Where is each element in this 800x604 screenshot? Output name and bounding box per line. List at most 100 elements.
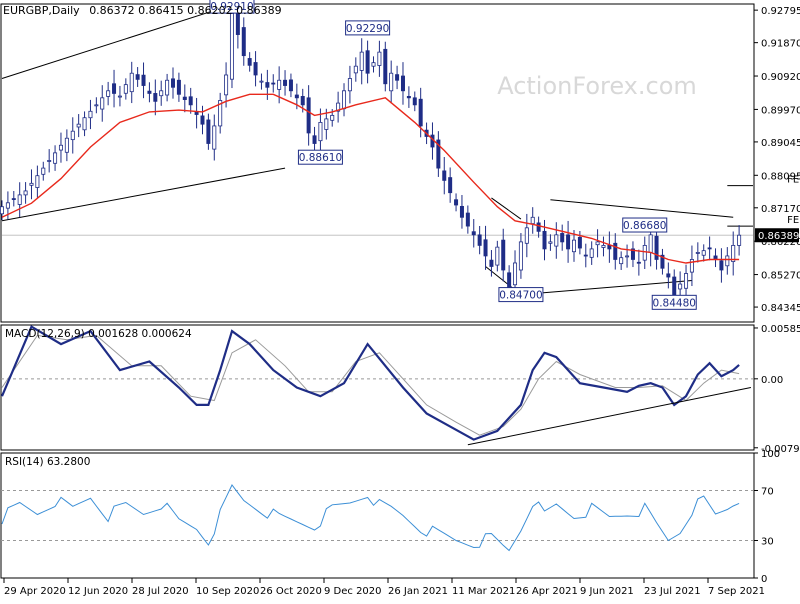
- candle-body: [306, 97, 311, 134]
- candle-body: [206, 119, 211, 144]
- candle-body: [0, 206, 4, 215]
- candle-body: [666, 273, 671, 278]
- candle-body: [82, 117, 87, 131]
- candle-body: [218, 100, 223, 127]
- x-tick-label: 23 Jul 2021: [644, 586, 701, 597]
- upper-channel-line: [1, 2, 239, 79]
- candle-body: [566, 234, 571, 250]
- candle-body: [636, 261, 641, 264]
- macd-trendline: [467, 387, 751, 446]
- candle-body: [483, 239, 488, 257]
- candle-body: [277, 79, 282, 90]
- x-tick-label: 11 Mar 2021: [452, 586, 515, 597]
- p1-frame: [0, 3, 755, 323]
- candle-body: [601, 244, 606, 248]
- candle-body: [112, 83, 117, 94]
- candle-body: [465, 212, 470, 227]
- price-annotation-box: [622, 217, 668, 233]
- x-tick-label: 29 Apr 2020: [4, 586, 66, 597]
- candle-body: [684, 273, 689, 289]
- moving-average-line: [1, 93, 740, 264]
- price-annotation-box: [498, 287, 544, 303]
- x-tick-label: 26 Jan 2021: [388, 586, 448, 597]
- candle-body: [159, 90, 164, 97]
- x-tick-label: 12 Jun 2020: [68, 586, 128, 597]
- candle-body: [737, 234, 742, 246]
- price-annotation-label: 0.92910: [210, 1, 253, 13]
- candle-body: [412, 97, 417, 106]
- candle-body: [141, 74, 146, 86]
- x-axis: 29 Apr 2020 12 Jun 2020 28 Jul 2020 10 Sep …: [3, 578, 765, 597]
- candle-body: [265, 82, 270, 88]
- candle-body: [489, 259, 494, 267]
- candle-body: [524, 227, 529, 244]
- price-annotation-box: [651, 294, 697, 310]
- rsi-title: RSI(14) 63.2800: [5, 456, 90, 468]
- candle-body: [176, 79, 181, 95]
- candle-body: [283, 79, 288, 86]
- price-panel: 0.92795 0.91870 0.90920 0.89970 0.89045 0.880…: [0, 0, 800, 314]
- candle-body: [406, 96, 411, 99]
- price-tick-label: 0.91870: [761, 39, 800, 50]
- candle-body: [454, 199, 459, 206]
- candle-body: [324, 118, 329, 130]
- macd-panel: 0.005858 0.00 -0.007945 MACD(12,26,9) 0.001…: [0, 324, 800, 455]
- candle-body: [224, 74, 229, 96]
- candle-body: [642, 244, 647, 261]
- rsi-tick-label: 0: [761, 574, 767, 585]
- candle-body: [719, 260, 724, 271]
- candle-body: [64, 137, 69, 153]
- candle-body: [35, 175, 40, 188]
- candle-body: [448, 177, 453, 194]
- candle-body: [701, 250, 706, 256]
- candle-body: [625, 255, 630, 258]
- candle-body: [17, 194, 22, 205]
- candle-body: [495, 246, 500, 266]
- candle-body: [654, 235, 659, 260]
- rsi-panel: 100 70 30 0 RSI(14) 63.2800: [1, 449, 780, 585]
- macd-signal-line: [1, 334, 740, 436]
- candle-body: [418, 98, 423, 127]
- candle-body: [613, 242, 618, 260]
- candle-body: [247, 58, 252, 66]
- price-annotation-label: 0.92290: [346, 23, 389, 35]
- price-annotation-label: 0.84700: [499, 290, 542, 302]
- candle-body: [660, 254, 665, 269]
- last-price-marker: [755, 228, 799, 243]
- candle-body: [5, 202, 10, 209]
- candle-body: [589, 248, 594, 258]
- candle-body: [129, 72, 134, 93]
- candle-body: [389, 72, 394, 92]
- candle-body: [70, 130, 75, 141]
- candle-body: [117, 95, 122, 98]
- candle-body: [94, 104, 99, 107]
- candle-body: [630, 248, 635, 260]
- ohlc-text: 0.86372 0.86415 0.86202 0.86389: [89, 4, 281, 17]
- candle-body: [259, 80, 264, 83]
- x-tick-label: 26 Apr 2021: [516, 586, 578, 597]
- candle-body: [330, 114, 335, 121]
- candle-body: [560, 233, 565, 243]
- candle-body: [194, 111, 199, 115]
- candle-body: [595, 241, 600, 246]
- symbol-label: EURGBP,Daily 0.86372 0.86415 0.86202 0.8…: [3, 4, 282, 17]
- candle-body: [165, 79, 170, 96]
- candle-body: [442, 170, 447, 181]
- price-annotation-label: 0.84480: [653, 297, 696, 309]
- candle-body: [106, 90, 111, 97]
- wedge-lower-line: [520, 280, 692, 296]
- rsi-tick-label: 30: [761, 537, 774, 548]
- wedge-upper-line: [550, 199, 734, 218]
- candle-body: [548, 241, 553, 244]
- candle-body: [76, 123, 81, 128]
- candle-body: [359, 51, 364, 71]
- candle-body: [648, 234, 653, 253]
- candle-body: [294, 94, 299, 99]
- price-tick-label: 0.84345: [761, 303, 800, 314]
- candle-body: [253, 62, 258, 76]
- candle-body: [577, 236, 582, 249]
- candle-body: [678, 283, 683, 290]
- candle-body: [542, 230, 547, 250]
- price-tick-label: 0.86220: [761, 237, 800, 248]
